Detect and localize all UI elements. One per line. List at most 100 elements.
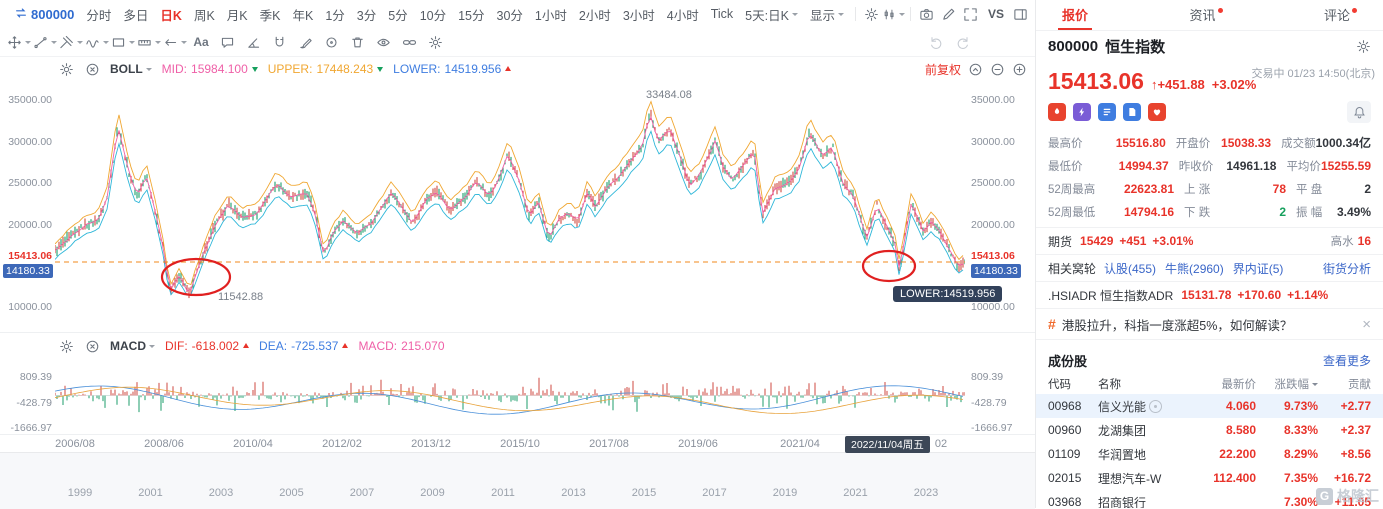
timeframe-1分[interactable]: 1分 [325, 8, 345, 23]
timeframe-15分[interactable]: 15分 [458, 8, 485, 23]
view-more-link[interactable]: 查看更多 [1322, 353, 1371, 368]
brush-tool-icon[interactable] [292, 31, 318, 53]
zoom-in-icon[interactable] [1011, 62, 1027, 78]
constituent-row-01109[interactable]: 01109 华润置地 22.200 8.29% +8.56 [1048, 447, 1371, 462]
redo-icon[interactable] [951, 31, 973, 53]
toolbar-settings-icon[interactable] [422, 31, 448, 53]
arrow-tool-icon[interactable] [162, 31, 188, 53]
navigator-year-label: 2013 [561, 487, 586, 499]
multiday-selector[interactable]: 5天:日K [739, 5, 804, 24]
indicator-name[interactable]: BOLL [110, 62, 152, 76]
news-feed-icon[interactable] [1123, 103, 1141, 121]
timeframe-季K[interactable]: 季K [259, 8, 281, 23]
x-axis-label: 2017/08 [589, 438, 629, 450]
compare-button[interactable]: VS [987, 7, 1004, 21]
col-pct-header[interactable]: 涨跌幅 [1256, 376, 1318, 392]
chart-settings-icon[interactable] [861, 3, 883, 25]
angle-tool-icon[interactable] [240, 31, 266, 53]
warrants-inline-link[interactable]: 界内证(5) [1232, 261, 1284, 276]
fullscreen-icon[interactable] [960, 3, 982, 25]
indicator-close-icon[interactable] [84, 338, 100, 354]
current-price-axis-label: 15413.06 [8, 250, 52, 262]
draw-mode-icon[interactable] [938, 3, 960, 25]
quote-settings-icon[interactable] [1355, 38, 1371, 54]
undo-icon[interactable] [925, 31, 947, 53]
indicator-settings-icon[interactable] [58, 338, 74, 354]
timeframe-1小时[interactable]: 1小时 [534, 8, 567, 23]
shape-tool-icon[interactable] [110, 31, 136, 53]
screenshot-icon[interactable] [916, 3, 938, 25]
warrants-cbbc-link[interactable]: 牛熊(2960) [1165, 261, 1224, 276]
magnet-tool-icon[interactable] [266, 31, 292, 53]
timeframe-30分[interactable]: 30分 [496, 8, 523, 23]
trash-tool-icon[interactable] [344, 31, 370, 53]
quote-level-icon[interactable] [1098, 103, 1116, 121]
text-tool-icon[interactable]: Aa [193, 35, 209, 49]
link-tool-icon[interactable] [396, 31, 422, 53]
futures-price: 15429 [1080, 234, 1114, 248]
timeframe-月K[interactable]: 月K [226, 8, 248, 23]
measure-tool-icon[interactable] [136, 31, 162, 53]
futures-row[interactable]: 期货 15429 +451 +3.01% 高水 16 [1036, 227, 1383, 254]
news-banner[interactable]: # 港股拉升，科指一度涨超5%，如何解读？ × [1036, 308, 1383, 340]
chevron-down-icon [837, 12, 844, 19]
timeframe-日K[interactable]: 日K [160, 8, 182, 23]
chart-controls: 前复权 [925, 61, 1027, 78]
quote-stats: 最高价 15516.80 开盘价 15038.33 成交额 1000.34亿 最低价 1499… [1036, 129, 1383, 227]
indicator-name[interactable]: MACD [110, 339, 155, 353]
market-hot-icon[interactable] [1048, 103, 1066, 121]
symbol-selector[interactable]: 800000 [8, 6, 80, 23]
trend-line-tool-icon[interactable] [32, 31, 58, 53]
close-icon[interactable]: × [1362, 315, 1371, 333]
tab-资讯[interactable]: 资讯 [1185, 0, 1226, 30]
timeframe-3小时[interactable]: 3小时 [622, 8, 655, 23]
street-analysis-link[interactable]: 街货分析 [1322, 261, 1371, 276]
timeframe-5分[interactable]: 5分 [388, 8, 408, 23]
chart-navigator[interactable] [0, 452, 1035, 509]
indicator-settings-icon[interactable] [58, 61, 74, 77]
navigator-year-label: 2019 [772, 487, 798, 499]
collapse-chart-icon[interactable] [967, 62, 983, 78]
notification-dot [1217, 7, 1223, 13]
timeframe-分时[interactable]: 分时 [86, 8, 112, 23]
adjust-mode-button[interactable]: 前复权 [925, 63, 962, 77]
navigator-year-label: 2017 [702, 487, 727, 499]
timeframe-4小时[interactable]: 4小时 [666, 8, 699, 23]
indicator-close-icon[interactable] [84, 61, 100, 77]
timeframe-10分[interactable]: 10分 [419, 8, 447, 23]
timeframe-Tick[interactable]: Tick [710, 7, 734, 21]
constituent-row-00968[interactable]: 00968 信义光能 4.060 9.73% +2.77 [1036, 394, 1383, 418]
timeframe-3分[interactable]: 3分 [356, 8, 377, 23]
chevron-down-icon [145, 67, 152, 74]
stat-52周最高: 52周最高 22623.81 [1048, 181, 1174, 196]
flash-quote-icon[interactable] [1073, 103, 1091, 121]
timeframe-年K[interactable]: 年K [292, 8, 314, 23]
warrants-call-link[interactable]: 认股(455) [1104, 261, 1157, 276]
alert-bell-icon[interactable] [1347, 101, 1371, 123]
constituent-row-03968[interactable]: 03968 招商银行 7.30% +11.05 [1048, 495, 1371, 508]
y-axis-label: 30000.00 [971, 135, 1015, 148]
timeframe-周K[interactable]: 周K [193, 8, 215, 23]
timeframe-2小时[interactable]: 2小时 [578, 8, 611, 23]
chart-style-icon[interactable] [883, 3, 905, 25]
stat-平均价: 平均价 15255.59 [1286, 158, 1371, 173]
right-panel-toggle-icon[interactable] [1010, 3, 1032, 25]
comment-tool-icon[interactable] [214, 31, 240, 53]
news-headline[interactable]: 港股拉升，科指一度涨超5%，如何解读？ [1061, 318, 1293, 333]
target-tool-icon[interactable] [318, 31, 344, 53]
constituent-row-02015[interactable]: 02015 理想汽车-W 112.400 7.35% +16.72 [1048, 471, 1371, 486]
macd-axis-label: -428.79 [16, 397, 52, 409]
zoom-out-icon[interactable] [989, 62, 1005, 78]
adr-row[interactable]: .HSIADR 恒生指数ADR 15131.78 +170.60 +1.14% [1036, 281, 1383, 308]
wave-tool-icon[interactable] [84, 31, 110, 53]
favorite-icon[interactable] [1148, 103, 1166, 121]
pitchfork-tool-icon[interactable] [58, 31, 84, 53]
tab-评论[interactable]: 评论 [1320, 0, 1361, 30]
visibility-tool-icon[interactable] [370, 31, 396, 53]
tab-报价[interactable]: 报价 [1058, 0, 1093, 30]
x-axis-label: 2021/04 [780, 438, 820, 450]
move-tool-icon[interactable] [6, 31, 32, 53]
display-selector[interactable]: 显示 [804, 5, 850, 24]
timeframe-多日[interactable]: 多日 [123, 8, 149, 23]
constituent-row-00960[interactable]: 00960 龙湖集团 8.580 8.33% +2.37 [1048, 423, 1371, 438]
